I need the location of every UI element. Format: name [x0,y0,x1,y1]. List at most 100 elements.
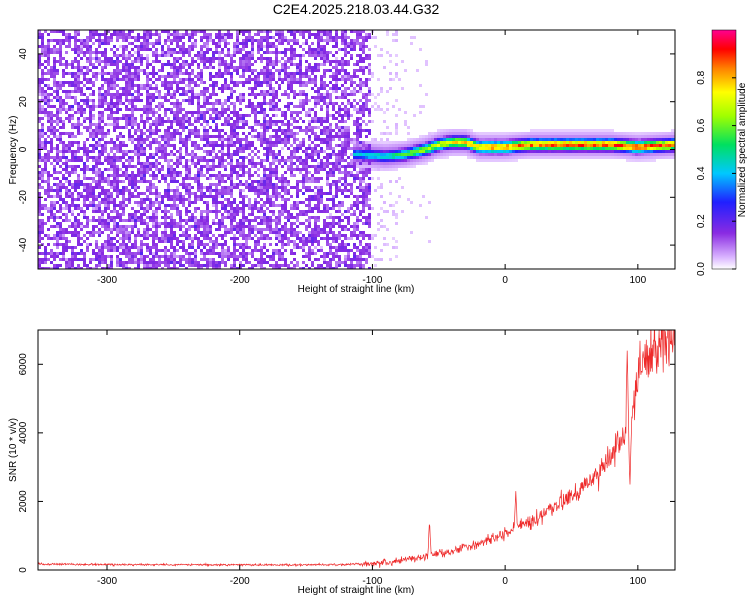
heatmap-cell [176,45,179,48]
heatmap-cell [167,162,170,165]
heatmap-cell [176,108,179,111]
heatmap-cell [215,189,218,192]
heatmap-cell [95,78,98,81]
heatmap-cell [44,267,47,269]
heatmap-cell [281,69,284,72]
heatmap-cell [233,228,236,231]
heatmap-cell [125,66,128,69]
heatmap-cell [77,66,80,69]
heatmap-cell [263,171,266,174]
heatmap-cell [227,144,230,147]
heatmap-cell [80,87,83,90]
heatmap-cell [137,57,140,60]
heatmap-cell [200,234,203,237]
heatmap-cell [164,111,167,114]
heatmap-cell [233,237,236,240]
heatmap-cell [245,63,248,66]
heatmap-cell [212,75,215,78]
heatmap-cell [146,225,149,228]
heatmap-cell [272,93,275,96]
heatmap-cell [68,264,71,267]
heatmap-cell [50,249,53,252]
heatmap-cell [101,144,104,147]
heatmap-cell [305,228,308,231]
heatmap-cell [275,174,278,177]
heatmap-cell [86,81,89,84]
heatmap-cell [278,252,281,255]
heatmap-cell [164,174,167,177]
heatmap-cell [194,261,197,264]
heatmap-cell [236,150,239,153]
heatmap-cell [71,186,74,189]
heatmap-cell [302,177,305,180]
heatmap-cell [245,39,248,42]
heatmap-cell [146,138,149,141]
heatmap-cell [317,198,320,201]
heatmap-cell [59,165,62,168]
heatmap-cell [263,75,266,78]
heatmap-cell [71,72,74,75]
heatmap-cell [47,96,50,99]
heatmap-cell [224,132,227,135]
heatmap-cell [149,33,152,36]
heatmap-cell [212,246,215,249]
heatmap-cell [59,30,62,33]
heatmap-cell [320,132,323,135]
heatmap-cell [314,165,317,168]
heatmap-cell [152,252,155,255]
heatmap-cell [200,81,203,84]
heatmap-cell [50,72,53,75]
heatmap-cell [296,147,299,150]
heatmap-cell [200,60,203,63]
heatmap-cell [260,204,263,207]
heatmap-cell [71,225,74,228]
heatmap-cell [212,147,215,150]
heatmap-cell [182,186,185,189]
heatmap-cell [155,201,158,204]
heatmap-cell [98,132,101,135]
heatmap-cell [98,126,101,129]
heatmap-cell [305,81,308,84]
heatmap-cell [242,204,245,207]
heatmap-cell [116,261,119,264]
heatmap-cell [167,240,170,243]
heatmap-cell [173,162,176,165]
heatmap-cell [200,165,203,168]
heatmap-cell [197,108,200,111]
heatmap-cell [125,228,128,231]
heatmap-cell [245,219,248,222]
heatmap-cell [278,60,281,63]
heatmap-cell [83,174,86,177]
heatmap-cell [302,48,305,51]
heatmap-cell [179,138,182,141]
heatmap-cell [215,165,218,168]
heatmap-cell [152,246,155,249]
heatmap-cell [221,255,224,258]
heatmap-cell [65,96,68,99]
heatmap-cell [251,213,254,216]
heatmap-cell [209,66,212,69]
heatmap-cell [158,54,161,57]
heatmap-cell [227,105,230,108]
heatmap-cell [191,261,194,264]
heatmap-cell [71,135,74,138]
heatmap-cell [164,249,167,252]
heatmap-cell [182,66,185,69]
heatmap-cell [293,222,296,225]
heatmap-cell [113,72,116,75]
heatmap-cell [320,99,323,102]
heatmap-cell [227,114,230,117]
heatmap-cell [290,252,293,255]
heatmap-cell [242,123,245,126]
heatmap-cell [65,132,68,135]
heatmap-cell [83,162,86,165]
heatmap-cell [311,78,314,81]
heatmap-cell [185,90,188,93]
heatmap-cell [119,168,122,171]
heatmap-cell [50,30,53,33]
heatmap-cell [215,111,218,114]
heatmap-cell [194,30,197,33]
heatmap-cell [224,165,227,168]
heatmap-cell [185,117,188,120]
heatmap-cell [110,78,113,81]
